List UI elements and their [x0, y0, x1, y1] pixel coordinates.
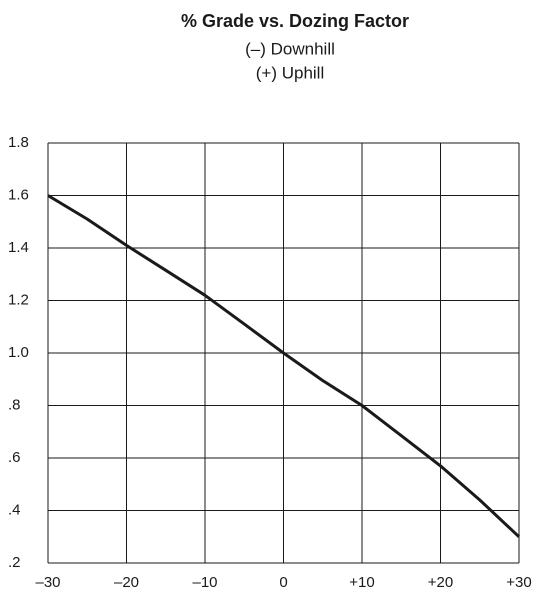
- x-tick-label: –20: [114, 574, 139, 591]
- chart-title: % Grade vs. Dozing Factor: [181, 11, 409, 31]
- x-tick-label: +30: [506, 574, 531, 591]
- y-tick-label: 1.4: [8, 239, 29, 256]
- x-tick-label: +10: [349, 574, 374, 591]
- x-tick-label: –10: [192, 574, 217, 591]
- x-tick-label: +20: [428, 574, 453, 591]
- line: [47, 194, 521, 538]
- y-tick-label: 1.8: [8, 134, 29, 151]
- y-tick-label: .2: [8, 554, 21, 571]
- y-tick-label: 1.6: [8, 186, 29, 203]
- y-tick-label: 1.0: [8, 344, 29, 361]
- chart-subtitle: (+) Uphill: [256, 63, 325, 82]
- x-tick-label: –30: [35, 574, 60, 591]
- y-tick-label: .4: [8, 501, 21, 518]
- x-tick-label: 0: [279, 574, 287, 591]
- y-tick-label: .8: [8, 396, 21, 413]
- y-tick-label: 1.2: [8, 291, 29, 308]
- y-tick-label: .6: [8, 449, 21, 466]
- chart-subtitle: (–) Downhill: [245, 39, 335, 58]
